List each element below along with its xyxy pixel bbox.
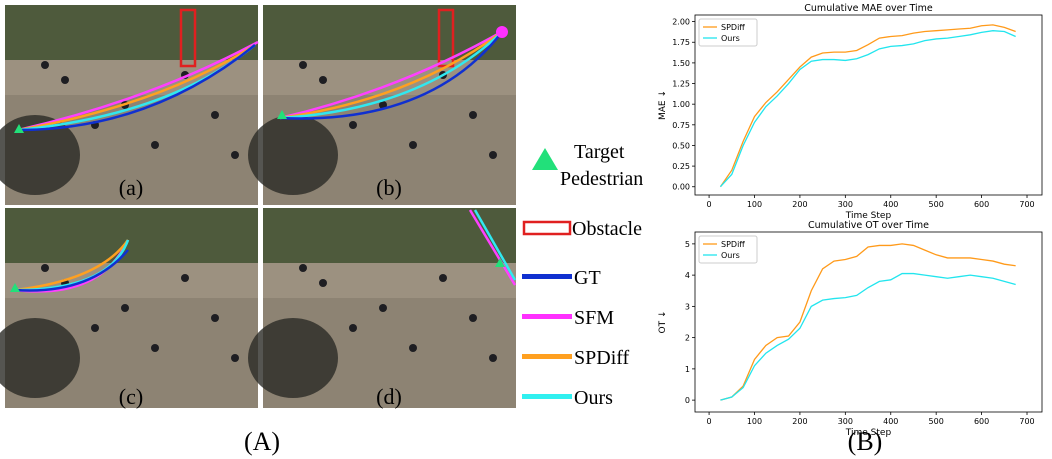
x-tick-label: 400: [883, 417, 898, 426]
y-tick-label: 3: [685, 302, 690, 311]
chart: Cumulative OT over Time Time Step OT ↓ 0 100…: [658, 220, 1042, 438]
x-tick-label: 300: [838, 417, 853, 426]
panel-label: (b): [376, 175, 402, 200]
x-tick-label: 500: [929, 200, 944, 209]
group-label: (A): [244, 427, 280, 456]
x-tick-label: 600: [974, 417, 989, 426]
legend-label: SPDiff: [574, 347, 630, 369]
y-tick-label: 2: [685, 334, 690, 343]
legend-swatch: [532, 148, 558, 170]
chart-title: Cumulative MAE over Time: [804, 3, 933, 14]
y-tick-label: 1: [685, 365, 690, 374]
x-tick-label: 700: [1019, 417, 1034, 426]
legend-swatch: [522, 354, 572, 359]
legend-swatch: [522, 394, 572, 399]
y-tick-label: 1.50: [672, 59, 690, 68]
panel-label: (d): [376, 384, 402, 409]
x-tick-label: 300: [838, 200, 853, 209]
x-tick-label: 200: [792, 200, 807, 209]
y-tick-label: 1.25: [672, 80, 690, 89]
x-tick-label: 200: [792, 417, 807, 426]
y-tick-label: 1.75: [672, 38, 690, 47]
legend-swatch: [522, 314, 572, 319]
legend-label: SPDiff: [721, 23, 745, 32]
legend-label: GT: [574, 267, 601, 289]
x-tick-label: 100: [747, 200, 762, 209]
trajectory-legend: Target Pedestrian Obstacle GT SFM SPDiff…: [522, 141, 643, 409]
x-tick-label: 700: [1019, 200, 1034, 209]
y-axis-label: OT ↓: [658, 311, 668, 334]
data-line: [720, 31, 1015, 187]
x-tick-label: 500: [929, 417, 944, 426]
legend-label: Ours: [721, 34, 740, 43]
x-tick-label: 0: [707, 417, 712, 426]
panel-label: (c): [119, 384, 143, 409]
y-tick-label: 0.00: [672, 183, 690, 192]
panel-label: (a): [119, 175, 143, 200]
x-tick-label: 400: [883, 200, 898, 209]
legend-label: Obstacle: [572, 218, 642, 240]
x-axis-label: Time Step: [845, 428, 892, 438]
y-tick-label: 0: [685, 396, 690, 405]
y-tick-label: 2.00: [672, 18, 690, 27]
data-line: [720, 274, 1015, 401]
y-axis-label: MAE ↓: [658, 90, 668, 120]
photo-panels: [0, 5, 516, 408]
chart-title: Cumulative OT over Time: [808, 220, 929, 231]
x-tick-label: 100: [747, 417, 762, 426]
data-line: [720, 244, 1015, 400]
y-tick-label: 0.50: [672, 141, 690, 150]
y-tick-label: 0.25: [672, 162, 690, 171]
legend-label: Pedestrian: [560, 168, 643, 190]
legend-swatch: [524, 222, 570, 234]
y-tick-label: 4: [685, 271, 690, 280]
y-tick-label: 1.00: [672, 100, 690, 109]
x-tick-label: 600: [974, 200, 989, 209]
legend-label: SFM: [574, 307, 614, 329]
legend-label: Target: [574, 141, 625, 163]
x-tick-label: 0: [707, 200, 712, 209]
y-tick-label: 0.75: [672, 121, 690, 130]
figure: (a) (b) (c) (d) (A) (B) Target Pedestria…: [0, 0, 1052, 459]
data-line: [720, 25, 1015, 187]
y-tick-label: 5: [685, 240, 690, 249]
legend-swatch: [522, 274, 572, 279]
legend-label: Ours: [574, 387, 613, 409]
legend-label: SPDiff: [721, 240, 745, 249]
legend-label: Ours: [721, 251, 740, 260]
